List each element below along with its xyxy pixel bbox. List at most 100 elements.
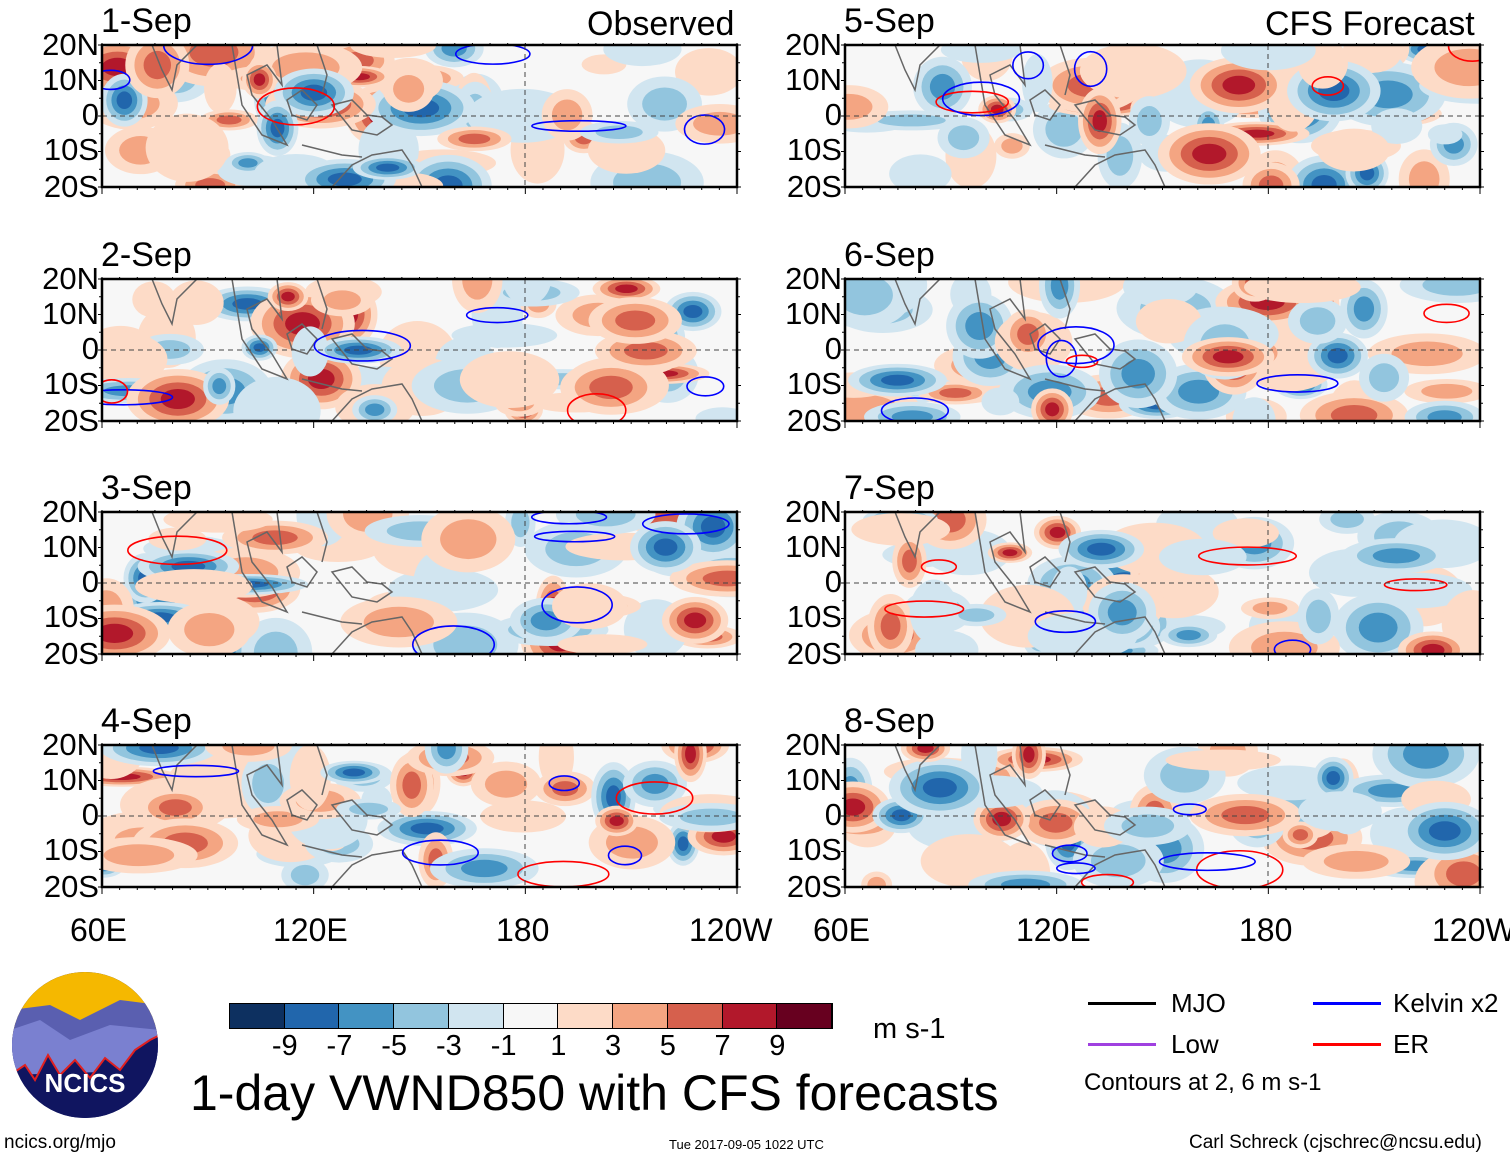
colorbar-swatch — [284, 1004, 340, 1028]
colorbar-label: -1 — [490, 1030, 517, 1062]
wind-anomaly-shading — [323, 290, 361, 310]
wind-anomaly-shading — [700, 516, 726, 538]
colorbar-swatch — [667, 1004, 723, 1028]
wind-anomaly-shading — [252, 763, 285, 804]
wind-anomaly-shading — [1428, 821, 1461, 841]
lat-tick: 20S — [43, 169, 99, 204]
wind-anomaly-shading — [103, 844, 175, 867]
panel-date: 8-Sep — [844, 702, 935, 740]
wind-anomaly-shading — [603, 45, 682, 67]
legend-label-kelvin: Kelvin x2 — [1393, 988, 1499, 1018]
wind-anomaly-shading — [451, 322, 558, 348]
wind-anomaly-shading — [1244, 279, 1361, 304]
wind-anomaly-shading — [148, 527, 207, 551]
wind-anomaly-shading — [1221, 805, 1270, 825]
coastline — [151, 745, 423, 887]
wind-anomaly-shading — [184, 613, 235, 647]
wind-anomaly-shading — [1446, 861, 1480, 887]
wind-anomaly-shading — [1212, 518, 1279, 548]
lat-tick: 10S — [43, 832, 99, 867]
wind-anomaly-shading — [233, 376, 321, 421]
er-contour — [102, 379, 129, 404]
wind-anomaly-shading — [1092, 110, 1107, 133]
footer-url[interactable]: ncics.org/mjo — [4, 1132, 116, 1153]
wind-anomaly-shading — [462, 279, 493, 300]
forecast-label: CFS Forecast — [1265, 5, 1475, 43]
wind-anomaly-shading — [711, 829, 736, 843]
lat-tick: 20S — [786, 403, 842, 438]
wind-anomaly-shading — [1121, 359, 1155, 389]
wind-anomaly-shading — [1137, 106, 1162, 136]
kelvin-contour — [1045, 339, 1078, 378]
colorbar-swatch — [339, 1004, 395, 1028]
lon-tick: 120W — [1432, 912, 1510, 948]
wind-anomaly-shading — [195, 178, 226, 187]
lat-tick: 10N — [785, 296, 842, 331]
er-contour — [1447, 45, 1480, 62]
wind-anomaly-shading — [458, 133, 491, 145]
wind-anomaly-shading — [349, 802, 389, 816]
lat-tick: 0 — [824, 797, 842, 832]
er-contour — [566, 392, 627, 421]
er-contour — [256, 87, 336, 126]
map-panel — [841, 277, 1484, 428]
kelvin-contour — [454, 45, 531, 65]
kelvin-contour — [1172, 803, 1207, 816]
wind-anomaly-shading — [1311, 174, 1337, 187]
wind-anomaly-shading — [939, 387, 972, 398]
panel-frame — [843, 743, 1482, 889]
wind-anomaly-shading — [675, 48, 737, 96]
wind-anomaly-shading — [350, 45, 437, 59]
wind-anomaly-shading — [1045, 111, 1083, 147]
er-contour — [1383, 578, 1448, 592]
wind-anomaly-shading — [1368, 783, 1414, 798]
wind-anomaly-shading — [1158, 538, 1247, 576]
wind-anomaly-shading — [1292, 829, 1309, 841]
lat-tick: 0 — [81, 97, 99, 132]
wind-anomaly-shading — [363, 606, 434, 638]
wind-anomaly-shading — [163, 512, 273, 533]
lon-tick: 120E — [1016, 912, 1091, 948]
wind-anomaly-shading — [1421, 383, 1473, 399]
kelvin-contour — [1073, 50, 1108, 88]
kelvin-contour — [533, 530, 616, 543]
lon-tick: 120E — [273, 912, 348, 948]
wind-anomaly-shading — [232, 298, 263, 310]
wind-anomaly-shading — [1001, 878, 1051, 887]
wind-anomaly-shading — [1165, 749, 1281, 771]
colorbar-swatch — [722, 1004, 778, 1028]
wind-anomaly-shading — [1017, 323, 1039, 345]
wind-anomaly-shading — [1323, 850, 1389, 872]
wind-anomaly-shading — [1305, 599, 1331, 634]
lat-tick: 20S — [786, 636, 842, 671]
lat-tick: 0 — [824, 331, 842, 366]
logo-text: NCICS — [45, 1068, 126, 1098]
wind-anomaly-shading — [1327, 348, 1348, 364]
lon-tick: 180 — [496, 912, 550, 948]
coastline — [151, 279, 423, 421]
panel-frame — [100, 510, 739, 656]
kelvin-contour — [548, 775, 581, 792]
wind-anomaly-shading — [845, 798, 866, 816]
kelvin-contour — [1273, 639, 1312, 654]
wind-anomaly-shading — [684, 612, 707, 629]
lat-tick: 10N — [42, 62, 99, 97]
observed-label: Observed — [587, 5, 735, 43]
er-contour — [1080, 873, 1135, 887]
wind-anomaly-shading — [376, 163, 400, 172]
coastline — [894, 45, 1166, 187]
wind-anomaly-shading — [253, 631, 298, 654]
wind-anomaly-shading — [683, 304, 703, 319]
map-panel — [98, 510, 741, 661]
kelvin-contour — [1158, 851, 1256, 872]
panel-date: 4-Sep — [101, 702, 192, 740]
wind-anomaly-shading — [1330, 404, 1378, 421]
wind-anomaly-shading — [845, 279, 893, 316]
wind-anomaly-shading — [1045, 402, 1060, 417]
wind-anomaly-shading — [981, 387, 1020, 416]
kelvin-contour — [1055, 862, 1096, 875]
wind-anomaly-shading — [679, 808, 737, 826]
wind-anomaly-shading — [253, 73, 266, 86]
lat-tick: 20N — [785, 27, 842, 62]
